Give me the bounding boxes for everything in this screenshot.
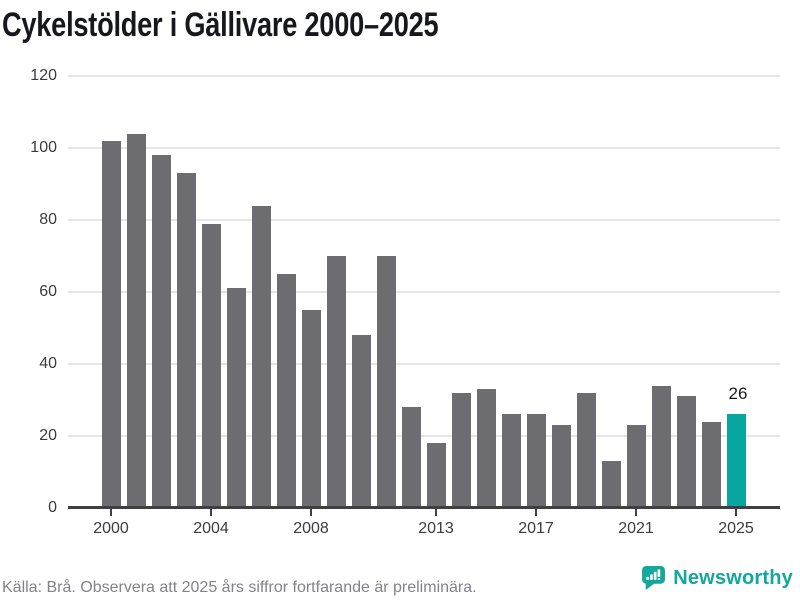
gridline-60 — [68, 291, 780, 293]
y-axis-tick-label-40: 40 — [39, 355, 57, 372]
bar-2016 — [501, 414, 521, 508]
newsworthy-icon — [642, 565, 666, 591]
bar-2007 — [276, 274, 296, 508]
x-axis-tick-2000 — [110, 509, 112, 516]
x-axis-tick-label-2017: 2017 — [518, 520, 554, 537]
y-axis-tick-label-0: 0 — [48, 499, 57, 516]
x-axis-tick-2017 — [535, 509, 537, 516]
x-axis-line — [68, 506, 780, 509]
bar-2018 — [551, 425, 571, 508]
chart-title: Cykelstölder i Gällivare 2000–2025 — [2, 4, 548, 46]
bar-2008 — [301, 310, 321, 508]
x-axis-tick-label-2021: 2021 — [618, 520, 654, 537]
gridline-20 — [68, 435, 780, 437]
bar-2011 — [376, 256, 396, 508]
bar-2009 — [326, 256, 346, 508]
bar-2000 — [101, 140, 121, 508]
bar-2024 — [701, 421, 721, 508]
bar-2023 — [676, 396, 696, 508]
bar-2002 — [151, 155, 171, 508]
x-axis-tick-2013 — [435, 509, 437, 516]
x-axis-tick-label-2000: 2000 — [93, 520, 129, 537]
highlight-value-label: 26 — [728, 384, 748, 404]
y-axis-tick-label-20: 20 — [39, 427, 57, 444]
bar-2020 — [601, 461, 621, 508]
y-axis-tick-label-60: 60 — [39, 283, 57, 300]
chart-title-text: Cykelstölder i Gällivare 2000–2025 — [2, 6, 439, 44]
bar-2005 — [226, 288, 246, 508]
x-axis-tick-label-2008: 2008 — [293, 520, 329, 537]
newsworthy-logo[interactable]: Newsworthy — [642, 564, 793, 592]
gridline-100 — [68, 147, 780, 149]
x-axis-tick-label-2025: 2025 — [718, 520, 754, 537]
gridline-120 — [68, 75, 780, 77]
x-axis-tick-label-2004: 2004 — [193, 520, 229, 537]
bar-2006 — [251, 205, 271, 508]
y-axis-tick-label-120: 120 — [30, 67, 57, 84]
gridline-80 — [68, 219, 780, 221]
bar-2010 — [351, 335, 371, 508]
x-axis-tick-2025 — [735, 509, 737, 516]
bar-2025 — [726, 414, 746, 508]
newsworthy-wordmark: Newsworthy — [673, 566, 793, 589]
x-axis-tick-2004 — [210, 509, 212, 516]
bar-2012 — [401, 407, 421, 508]
bar-2021 — [626, 425, 646, 508]
bar-2022 — [651, 385, 671, 508]
bar-2013 — [426, 443, 446, 508]
x-axis-tick-label-2013: 2013 — [418, 520, 454, 537]
y-axis-tick-label-80: 80 — [39, 211, 57, 228]
bar-2017 — [526, 414, 546, 508]
bar-2001 — [126, 133, 146, 508]
source-note: Källa: Brå. Observera att 2025 års siffr… — [2, 579, 477, 596]
y-axis-tick-label-100: 100 — [30, 139, 57, 156]
gridline-40 — [68, 363, 780, 365]
bar-2014 — [451, 392, 471, 508]
bar-2015 — [476, 389, 496, 508]
plot-area — [68, 75, 780, 508]
bar-2004 — [201, 223, 221, 508]
bar-2019 — [576, 392, 596, 508]
x-axis-tick-2008 — [310, 509, 312, 516]
x-axis-tick-2021 — [635, 509, 637, 516]
bar-2003 — [176, 173, 196, 508]
